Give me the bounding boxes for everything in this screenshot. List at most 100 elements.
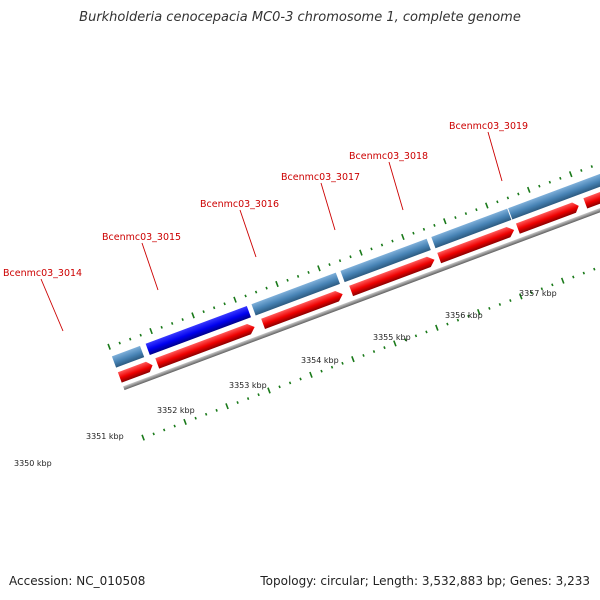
major-tick — [359, 249, 363, 256]
gene-bar-bcenmc03-3016[interactable] — [340, 238, 431, 283]
minor-tick — [296, 274, 300, 278]
minor-tick — [540, 287, 544, 291]
minor-tick — [498, 303, 502, 306]
minor-tick — [328, 263, 331, 267]
minor-tick — [181, 318, 184, 321]
major-tick — [317, 265, 321, 272]
major-tick — [149, 327, 153, 335]
gene-bar-bcenmc03-3018[interactable] — [508, 158, 600, 220]
kbp-label: 3355 kbp — [373, 333, 411, 342]
minor-tick — [425, 330, 428, 334]
gene-label-callouts: Bcenmc03_3014 Bcenmc03_3015 Bcenmc03_301… — [3, 121, 528, 332]
minor-tick — [152, 432, 155, 436]
kbp-label: 3351 kbp — [86, 432, 124, 441]
minor-tick — [517, 192, 520, 196]
minor-tick — [288, 381, 292, 385]
cds-arrow[interactable] — [349, 255, 436, 297]
minor-tick — [202, 310, 205, 314]
topology-summary: Topology: circular; Length: 3,532,883 bp… — [260, 574, 590, 588]
kbp-scale-ticks — [141, 267, 596, 441]
minor-tick — [422, 227, 426, 231]
minor-tick — [320, 369, 323, 373]
kbp-labels: 3350 kbp 3351 kbp 3352 kbp 3353 kbp 3354… — [14, 289, 557, 468]
cds-track — [117, 155, 600, 383]
gene-track — [111, 158, 600, 368]
major-tick — [568, 171, 573, 178]
callout-line — [141, 242, 159, 291]
minor-tick — [338, 259, 342, 263]
minor-tick — [506, 196, 510, 200]
major-tick — [141, 434, 145, 441]
major-tick — [309, 371, 313, 378]
minor-tick — [391, 239, 394, 243]
major-tick — [518, 293, 523, 300]
cds-arrow[interactable] — [515, 201, 581, 234]
gene-bar-bcenmc03-3015[interactable] — [251, 272, 340, 316]
gene-bar-bcenmc03-3014[interactable] — [145, 305, 251, 356]
minor-tick — [530, 291, 533, 295]
cds-arrow[interactable] — [155, 322, 256, 369]
genome-title: Burkholderia cenocepacia MC0-3 chromosom… — [79, 10, 521, 25]
minor-tick — [246, 397, 250, 401]
minor-tick — [475, 208, 478, 212]
cds-arrow[interactable] — [117, 360, 155, 383]
minor-tick — [139, 333, 142, 337]
minor-tick — [548, 180, 552, 184]
minor-tick — [380, 243, 384, 247]
gene-label-bcenmc03-3019[interactable]: Bcenmc03_3019 — [449, 121, 528, 132]
minor-tick — [162, 428, 166, 432]
minor-tick — [254, 290, 258, 294]
minor-tick — [299, 377, 302, 381]
minor-tick — [580, 169, 583, 172]
accession-label: Accession: NC_010508 — [9, 574, 146, 588]
minor-tick — [257, 393, 260, 397]
minor-tick — [372, 350, 376, 353]
gene-label-bcenmc03-3014[interactable]: Bcenmc03_3014 — [3, 268, 82, 279]
kbp-label: 3357 kbp — [519, 289, 557, 298]
gene-bar[interactable] — [111, 345, 145, 368]
callout-line — [388, 161, 404, 211]
gene-bar-bcenmc03-3017[interactable] — [431, 208, 512, 249]
major-tick — [107, 343, 111, 350]
major-tick — [233, 296, 237, 303]
minor-tick — [286, 278, 289, 282]
callout-line — [40, 278, 64, 332]
minor-tick — [236, 401, 239, 404]
minor-tick — [433, 223, 436, 227]
minor-tick — [383, 346, 386, 350]
major-tick — [393, 340, 397, 347]
minor-tick — [160, 325, 163, 329]
cds-arrow[interactable] — [261, 289, 344, 330]
upper-tick-row — [107, 165, 593, 350]
minor-tick — [488, 306, 491, 310]
minor-tick — [223, 302, 226, 306]
minor-tick — [404, 338, 407, 342]
major-tick — [401, 233, 405, 241]
minor-tick — [194, 416, 197, 420]
major-tick — [191, 312, 195, 319]
minor-tick — [551, 283, 554, 287]
minor-tick — [559, 176, 562, 180]
minor-tick — [582, 271, 585, 275]
minor-tick — [412, 231, 415, 235]
minor-tick — [204, 412, 208, 416]
minor-tick — [129, 337, 132, 341]
cds-arrow[interactable] — [437, 225, 516, 264]
minor-tick — [362, 354, 365, 357]
minor-tick — [572, 275, 575, 279]
minor-tick — [464, 212, 468, 216]
major-tick — [477, 308, 481, 316]
minor-tick — [278, 385, 281, 389]
gene-label-bcenmc03-3016[interactable]: Bcenmc03_3016 — [200, 199, 279, 210]
minor-tick — [538, 184, 541, 188]
gene-label-bcenmc03-3017[interactable]: Bcenmc03_3017 — [281, 172, 360, 183]
gene-label-bcenmc03-3018[interactable]: Bcenmc03_3018 — [349, 151, 428, 162]
minor-tick — [593, 267, 596, 271]
minor-tick — [341, 361, 344, 365]
minor-tick — [330, 365, 334, 369]
minor-tick — [349, 255, 352, 259]
callout-line — [239, 209, 257, 258]
minor-tick — [496, 200, 499, 204]
gene-label-bcenmc03-3015[interactable]: Bcenmc03_3015 — [102, 232, 181, 243]
